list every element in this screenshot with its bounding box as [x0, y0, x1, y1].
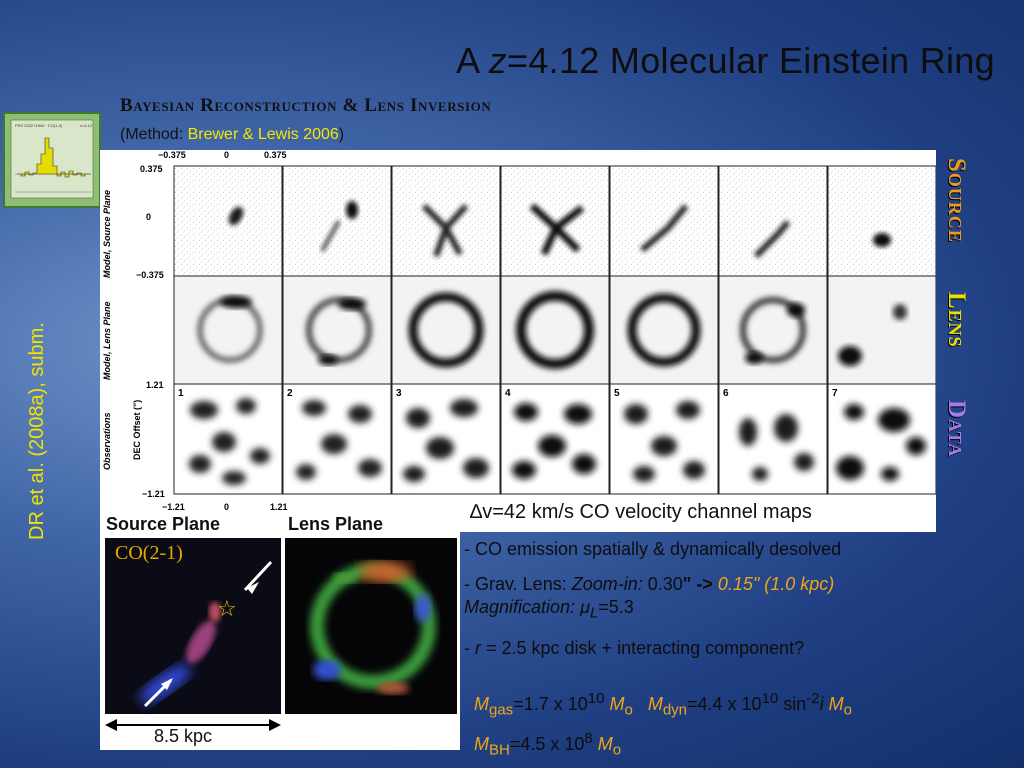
source-plane-heading: Source Plane	[106, 514, 221, 534]
citation-vertical: DR et al. (2008a), subm.	[26, 322, 48, 540]
source-lens-panels: Source Plane Lens Plane ☆ CO(2-1)	[100, 512, 460, 750]
channel-number: 3	[396, 388, 402, 399]
bullet-item: - CO emission spatially & dynamically de…	[464, 539, 842, 559]
channel-map-figure: Model, Source Plane Model, Lens Plane Ob…	[100, 150, 936, 532]
channel-number: 6	[723, 388, 729, 399]
channel-number: 7	[832, 388, 838, 399]
axis-label-observations: Observations	[102, 412, 112, 470]
observations-row: 1 2 3 4 5 6 7	[173, 383, 936, 495]
slide-title: A z=4.12 Molecular Einstein Ring	[456, 40, 995, 81]
source-tick-label: −0.375	[136, 270, 164, 280]
mass-line-gas-dyn: Mgas=1.7 x 1010 Mo Mdyn=4.4 x 1010 sin-2…	[474, 690, 852, 719]
spectrum-badge: z=4.12	[80, 123, 93, 128]
arrow-icon	[247, 582, 259, 594]
row-label-data: Data	[943, 400, 970, 458]
co-line-label: CO(2-1)	[115, 542, 183, 564]
row-label-source: Source	[943, 158, 970, 243]
channel-number: 4	[505, 388, 511, 399]
bottom-tick-label: 0	[224, 502, 229, 512]
bullet-item: - r = 2.5 kpc disk + interacting compone…	[464, 637, 805, 658]
axis-label-dec-offset: DEC Offset (")	[132, 400, 142, 460]
axis-label-source-plane: Model, Source Plane	[102, 190, 112, 278]
top-tick-label: −0.375	[158, 150, 186, 160]
mass-line-bh: MBH=4.5 x 108 Mo	[474, 730, 622, 759]
top-tick-label: 0	[224, 150, 229, 160]
scale-bar	[105, 719, 281, 731]
channel-number: 5	[614, 388, 620, 399]
source-row	[173, 165, 936, 277]
spectrum-thumbnail: PSS 2322+1944 · CO(1-0) z=4.12	[3, 112, 101, 208]
bottom-tick-label: 1.21	[270, 502, 288, 512]
lens-plane-heading: Lens Plane	[288, 514, 384, 534]
spectrum-title: PSS 2322+1944 · CO(1-0)	[15, 123, 63, 128]
arrow-icon	[161, 678, 173, 690]
row-label-lens: Lens	[943, 292, 970, 348]
star-marker-icon: ☆	[217, 597, 237, 622]
obs-tick-label: 1.21	[146, 380, 164, 390]
channel-number: 1	[178, 388, 184, 399]
obs-tick-label: −1.21	[142, 489, 165, 499]
scale-bar-label: 8.5 kpc	[154, 726, 213, 746]
slide-subtitle: Bayesian Reconstruction & Lens Inversion	[120, 95, 492, 116]
bullet-item: - Grav. Lens: Zoom-in: 0.30" -> 0.15" (1…	[464, 574, 835, 622]
bottom-tick-label: −1.21	[162, 502, 185, 512]
channel-map-grid: Model, Source Plane Model, Lens Plane Ob…	[102, 150, 936, 512]
lens-plane-image	[285, 538, 457, 714]
channel-number: 2	[287, 388, 293, 399]
method-reference: (Method: Brewer & Lewis 2006)	[120, 126, 345, 143]
top-tick-label: 0.375	[264, 150, 287, 160]
axis-label-lens-plane: Model, Lens Plane	[102, 301, 112, 380]
source-plane-image: ☆ CO(2-1)	[105, 538, 281, 714]
lens-row	[173, 275, 936, 385]
source-tick-label: 0.375	[140, 164, 163, 174]
bullet-list: - CO emission spatially & dynamically de…	[464, 538, 984, 672]
channel-map-caption: ∆v=42 km/s CO velocity channel maps	[470, 501, 812, 523]
method-citation-link: Brewer & Lewis 2006	[187, 126, 339, 143]
source-tick-label: 0	[146, 212, 151, 222]
